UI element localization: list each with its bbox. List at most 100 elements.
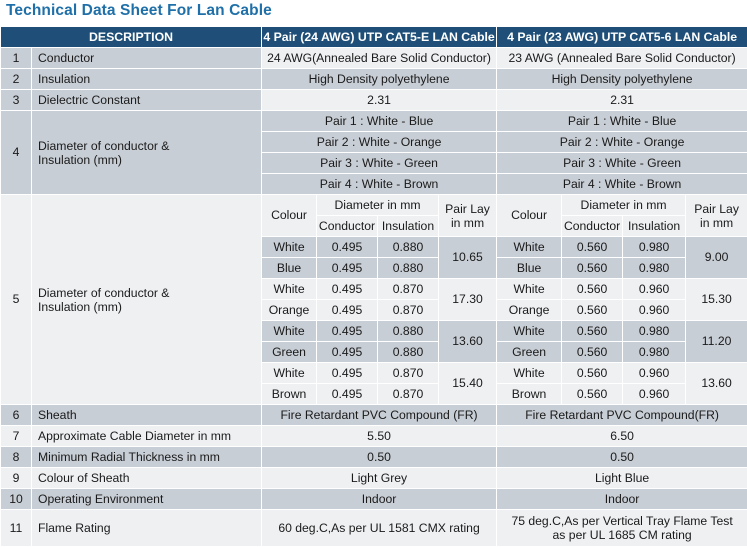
colour-header: Colour [497,195,562,237]
data-sheet-table: DESCRIPTION 4 Pair (24 AWG) UTP CAT5-E L… [0,26,747,547]
conductor-cell: 0.560 [562,258,623,279]
colour-cell: White [497,279,562,300]
cat6-value: 0.50 [497,447,747,468]
conductor-cell: 0.560 [562,384,623,405]
conductor-cell: 0.560 [562,363,623,384]
header-row: DESCRIPTION 4 Pair (24 AWG) UTP CAT5-E L… [1,27,747,48]
insulation-cell: 0.870 [378,363,439,384]
pair-lay-cell: 13.60 [686,363,747,405]
colour-cell: White [497,237,562,258]
conductor-cell: 0.495 [317,237,378,258]
insulation-cell: 0.960 [623,384,686,405]
conductor-cell: 0.495 [317,258,378,279]
insulation-cell: 0.980 [623,342,686,363]
cat6-value: Light Blue [497,468,747,489]
insulation-cell: 0.960 [623,363,686,384]
table-row: 4 Diameter of conductor & Insulation (mm… [1,111,747,132]
pair-lay-cell: 13.60 [439,321,497,363]
insulation-cell: 0.980 [623,258,686,279]
table-row: 9 Colour of Sheath Light Grey Light Blue [1,468,747,489]
colour-cell: Blue [497,258,562,279]
cat5e-value: 2.31 [262,90,497,111]
table-row: 10 Operating Environment Indoor Indoor [1,489,747,510]
cat6-value: High Density polyethylene [497,69,747,90]
conductor-cell: 0.560 [562,342,623,363]
colour-cell: White [262,321,317,342]
cat5e-pair: Pair 2 : White - Orange [262,132,497,153]
conductor-cell: 0.495 [317,279,378,300]
cat5e-value: 5.50 [262,426,497,447]
colour-cell: White [262,237,317,258]
pair-lay-cell: 11.20 [686,321,747,363]
insulation-cell: 0.960 [623,279,686,300]
table-row: 8 Minimum Radial Thickness in mm 0.50 0.… [1,447,747,468]
row-number: 11 [1,510,32,547]
conductor-cell: 0.495 [317,342,378,363]
insulation-cell: 0.980 [623,321,686,342]
cat6-pair: Pair 3 : White - Green [497,153,747,174]
flame-line: as per UL 1685 CM rating [553,528,692,542]
colour-cell: White [262,279,317,300]
conductor-cell: 0.495 [317,363,378,384]
header-cat6: 4 Pair (23 AWG) UTP CAT5-6 LAN Cable [497,27,747,48]
colour-cell: White [497,363,562,384]
row-description: Approximate Cable Diameter in mm [32,426,262,447]
row-number: 5 [1,195,32,405]
colour-cell: White [262,363,317,384]
conductor-cell: 0.495 [317,300,378,321]
pair-lay-cell: 15.40 [439,363,497,405]
conductor-header: Conductor [562,216,623,237]
insulation-cell: 0.880 [378,321,439,342]
pair-lay-line: in mm [700,216,733,230]
insulation-cell: 0.870 [378,300,439,321]
cat5e-pair: Pair 4 : White - Brown [262,174,497,195]
cat5e-value: Indoor [262,489,497,510]
row-description: Flame Rating [32,510,262,547]
pair-lay-line: Pair Lay [445,202,490,216]
desc-line: Diameter of conductor & [38,286,169,300]
row-number: 2 [1,69,32,90]
insulation-header: Insulation [623,216,686,237]
row-description: Dielectric Constant [32,90,262,111]
row-description: Operating Environment [32,489,262,510]
row-description: Colour of Sheath [32,468,262,489]
colour-cell: Brown [262,384,317,405]
insulation-header: Insulation [378,216,439,237]
cat5e-value: Fire Retardant PVC Compound (FR) [262,405,497,426]
row-number: 6 [1,405,32,426]
cat6-value: 2.31 [497,90,747,111]
cat5e-pair: Pair 3 : White - Green [262,153,497,174]
colour-cell: Green [262,342,317,363]
colour-cell: Orange [497,300,562,321]
colour-header: Colour [262,195,317,237]
conductor-cell: 0.495 [317,384,378,405]
table-row: 5 Diameter of conductor & Insulation (mm… [1,195,747,216]
cat5e-value: 24 AWG(Annealed Bare Solid Conductor) [262,48,497,69]
insulation-cell: 0.870 [378,384,439,405]
desc-line: Diameter of conductor & [38,139,169,153]
pair-lay-line: Pair Lay [694,202,739,216]
row-number: 4 [1,111,32,195]
conductor-header: Conductor [317,216,378,237]
conductor-cell: 0.560 [562,321,623,342]
cat6-value: Indoor [497,489,747,510]
row-number: 7 [1,426,32,447]
desc-line: Insulation (mm) [38,153,122,167]
row-number: 10 [1,489,32,510]
table-row: 11 Flame Rating 60 deg.C,As per UL 1581 … [1,510,747,547]
row-number: 8 [1,447,32,468]
conductor-cell: 0.495 [317,321,378,342]
cat6-value: Fire Retardant PVC Compound(FR) [497,405,747,426]
diameter-header: Diameter in mm [562,195,686,216]
header-description: DESCRIPTION [1,27,262,48]
insulation-cell: 0.980 [623,237,686,258]
row-description: Minimum Radial Thickness in mm [32,447,262,468]
row-description: Diameter of conductor & Insulation (mm) [32,195,262,405]
cat5e-value: Light Grey [262,468,497,489]
colour-cell: White [497,321,562,342]
colour-cell: Orange [262,300,317,321]
cat6-value: 6.50 [497,426,747,447]
conductor-cell: 0.560 [562,300,623,321]
cat6-value: 75 deg.C,As per Vertical Tray Flame Test… [497,510,747,547]
table-row: 2 Insulation High Density polyethylene H… [1,69,747,90]
